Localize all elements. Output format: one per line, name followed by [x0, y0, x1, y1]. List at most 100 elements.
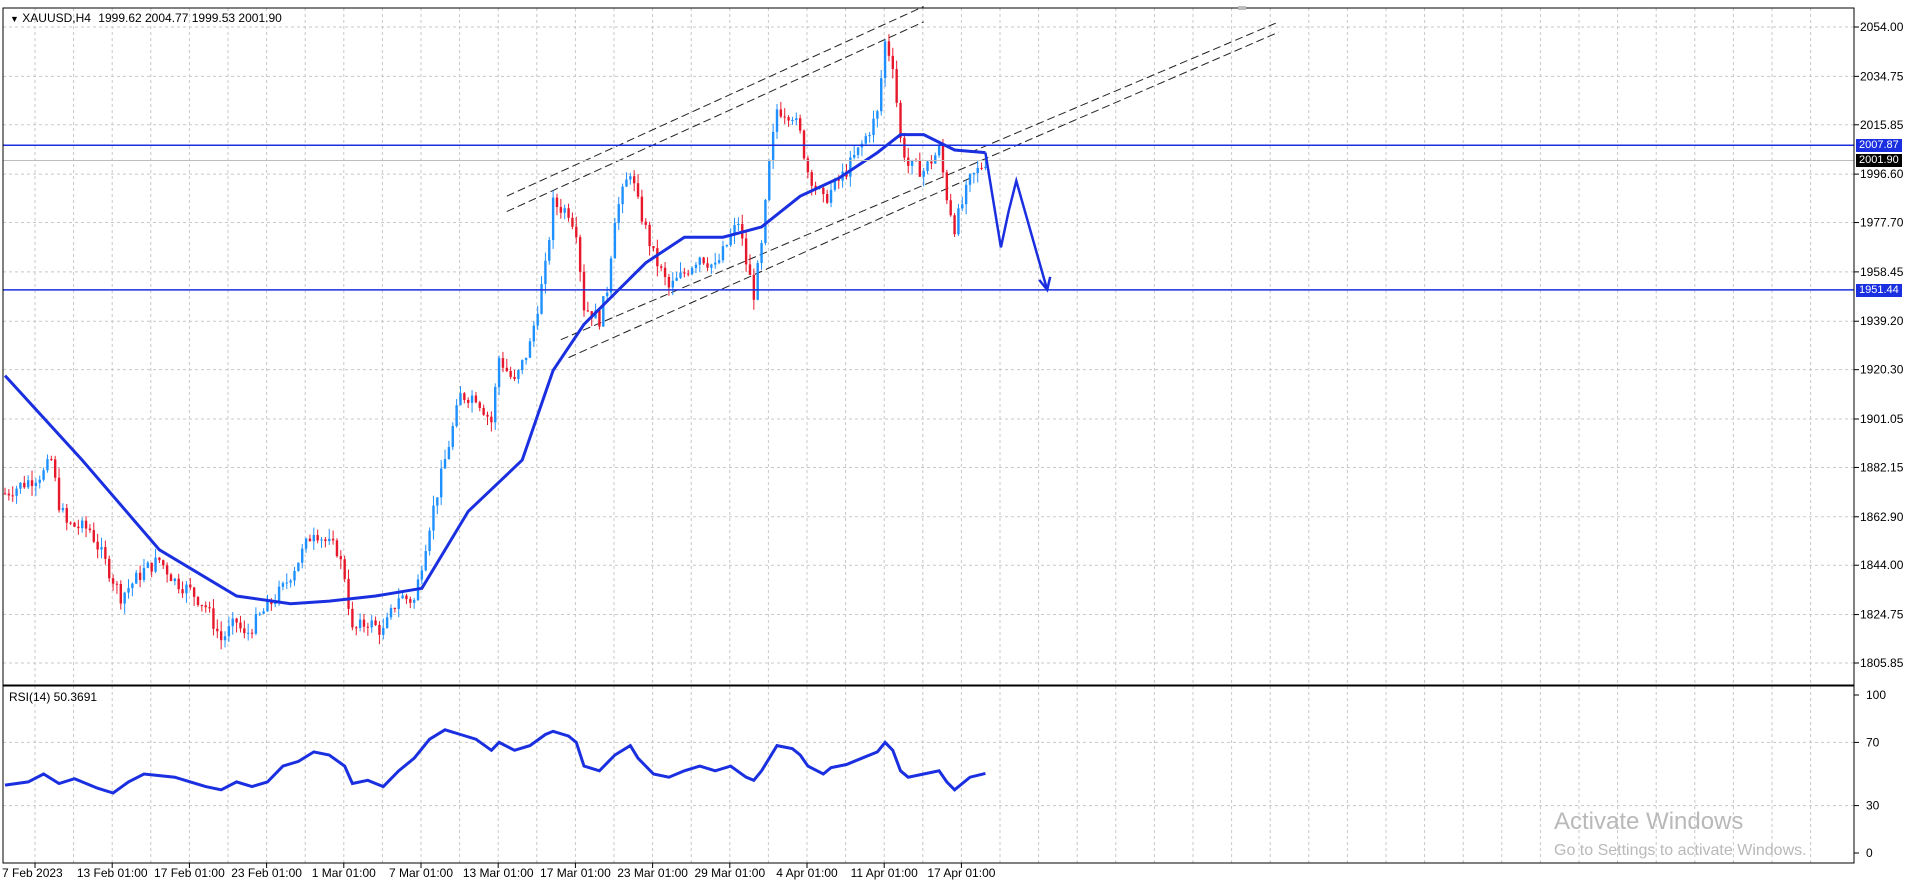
time-tick-label: 13 Feb 01:00	[77, 866, 148, 880]
candle-body	[528, 341, 532, 358]
candle-body	[783, 116, 786, 118]
channel-line[interactable]	[506, 21, 924, 212]
forecast-line[interactable]	[984, 152, 1049, 291]
time-tick-label: 1 Mar 01:00	[312, 866, 376, 880]
candle-body	[644, 221, 647, 225]
candle-body	[131, 583, 134, 589]
candle-body	[984, 166, 987, 168]
candle-body	[613, 222, 617, 259]
candle-body	[582, 271, 586, 311]
time-axis[interactable]: 7 Feb 2023 13 Feb 01:00 17 Feb 01:00 23 Feb…	[2, 863, 996, 880]
candle-body	[397, 598, 400, 609]
candle-body	[374, 620, 377, 626]
candle-body	[177, 578, 180, 590]
candle-body	[478, 402, 481, 408]
channel-line[interactable]	[969, 31, 1279, 166]
candle-body	[316, 535, 319, 541]
candle-body	[578, 237, 582, 272]
candle-body	[382, 627, 385, 635]
candle-body	[53, 459, 57, 478]
candle-body	[787, 117, 790, 121]
candle-body	[968, 174, 972, 185]
candle-body	[559, 207, 563, 213]
candle-body	[104, 547, 107, 559]
candle-body	[903, 137, 906, 158]
candle-body	[455, 405, 458, 427]
candle-body	[710, 264, 713, 268]
activate-windows-title: Activate Windows	[1554, 808, 1744, 835]
candle-body	[717, 260, 721, 263]
channel-line[interactable]	[568, 177, 971, 359]
candle-body	[69, 522, 72, 524]
candle-body	[853, 154, 856, 158]
candle-body	[822, 187, 825, 195]
candle-body	[428, 530, 431, 552]
rsi-tick-label: 100	[1866, 688, 1886, 702]
candle-body	[185, 584, 188, 594]
forecast-arrow-head	[1038, 276, 1052, 293]
time-tick-label: 7 Mar 01:00	[389, 866, 453, 880]
candle-body	[872, 118, 875, 136]
candle-body	[605, 292, 609, 297]
resistance-price-tag: 2007.87	[1856, 139, 1902, 152]
candle-body	[304, 538, 308, 549]
activate-windows-subtitle[interactable]: Go to Settings to activate Windows.	[1554, 842, 1807, 859]
candle-body	[81, 520, 84, 529]
candle-body	[385, 617, 389, 628]
candle-body	[355, 627, 358, 629]
candle-body	[887, 41, 891, 56]
channel-line[interactable]	[969, 21, 1279, 154]
time-tick-label: 11 Apr 01:00	[851, 866, 918, 880]
candle-body	[231, 618, 234, 627]
channel-line[interactable]	[560, 164, 971, 341]
candle-body	[629, 176, 632, 180]
candle-body	[115, 583, 119, 585]
channel-line[interactable]	[506, 6, 924, 197]
candle-body	[42, 470, 45, 480]
price-tick-label: 1977.70	[1860, 216, 1904, 230]
price-axis[interactable]: 2054.00 2034.75 2015.85 1996.60 1977.70 1958.…	[1854, 20, 1904, 670]
candle-body	[922, 170, 925, 177]
rsi-tick-label: 30	[1866, 799, 1880, 813]
candle-body	[246, 632, 250, 634]
candle-body	[497, 358, 501, 388]
candle-body	[38, 479, 41, 483]
candle-body	[652, 246, 655, 249]
candle-body	[621, 186, 624, 205]
candle-body	[636, 183, 640, 197]
candle-body	[135, 572, 138, 584]
candle-body	[656, 248, 659, 267]
candle-body	[297, 562, 300, 571]
candle-body	[714, 262, 717, 265]
candle-body	[405, 595, 408, 600]
candle-body	[648, 224, 651, 247]
trend-channels[interactable]	[506, 6, 1279, 359]
candle-body	[733, 225, 736, 236]
collapse-triangle-icon[interactable]: ▼	[10, 14, 19, 24]
candle-body	[3, 493, 7, 495]
candle-body	[474, 395, 478, 403]
candle-body	[447, 447, 451, 460]
candle-body	[470, 395, 474, 403]
candle-body	[891, 55, 894, 70]
candle-body	[725, 245, 729, 247]
candle-body	[401, 595, 404, 599]
candle-body	[524, 357, 528, 361]
candle-body	[567, 208, 570, 218]
candle-body	[227, 626, 231, 637]
forecast-drawing[interactable]	[984, 152, 1052, 293]
candle-body	[108, 558, 111, 579]
candle-body	[667, 276, 671, 288]
candle-body	[663, 267, 667, 277]
candlestick-series	[3, 34, 987, 650]
candle-body	[26, 480, 30, 488]
candle-body	[640, 196, 644, 222]
candle-body	[254, 614, 258, 634]
candle-body	[806, 158, 810, 173]
candle-body	[339, 556, 343, 560]
candle-body	[23, 482, 26, 488]
horizontal-levels[interactable]	[3, 144, 1854, 291]
candle-body	[702, 257, 705, 264]
candle-body	[57, 477, 61, 511]
